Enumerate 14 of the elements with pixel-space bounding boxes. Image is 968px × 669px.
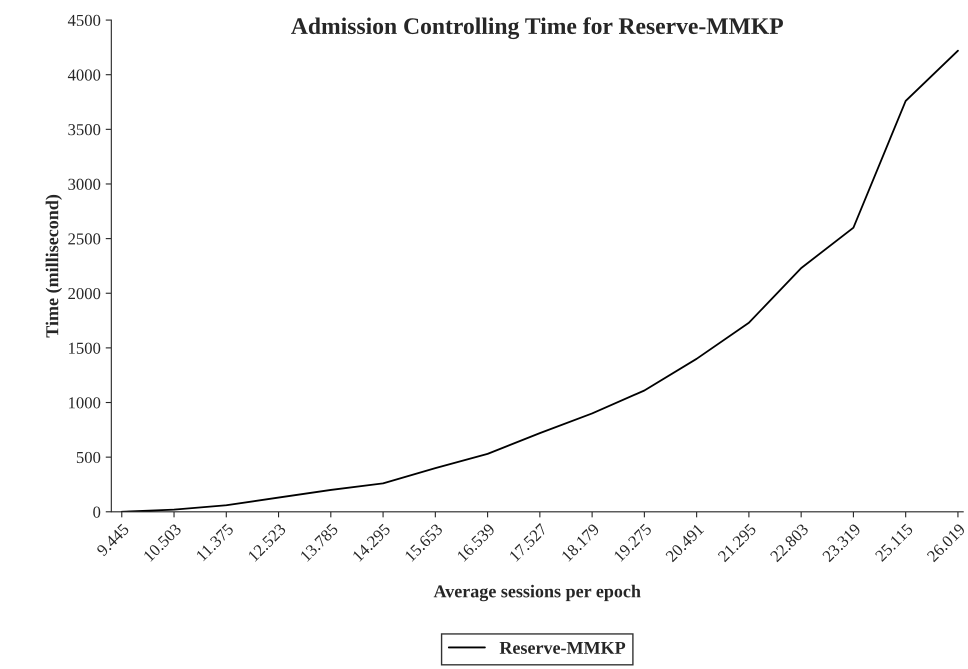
- y-tick-label: 0: [93, 506, 100, 518]
- y-tick-label: 2000: [68, 288, 100, 300]
- y-tick-label: 1000: [69, 397, 100, 408]
- y-tick-label: 4000: [68, 69, 100, 81]
- legend-label: Reserve-MMKP: [500, 642, 626, 654]
- y-tick-label: 2500: [68, 233, 100, 245]
- y-tick-label: 1500: [69, 342, 100, 354]
- y-tick-label: 3000: [68, 178, 100, 190]
- y-tick-label: 500: [76, 452, 100, 464]
- chart-title: Admission Controlling Time for Reserve-MMKP: [291, 17, 783, 40]
- y-axis-title: Time (millisecond): [46, 194, 62, 338]
- y-tick-label: 4500: [68, 14, 100, 26]
- x-axis-title: Average sessions per epoch: [434, 584, 641, 602]
- y-tick-label: 3500: [68, 124, 100, 136]
